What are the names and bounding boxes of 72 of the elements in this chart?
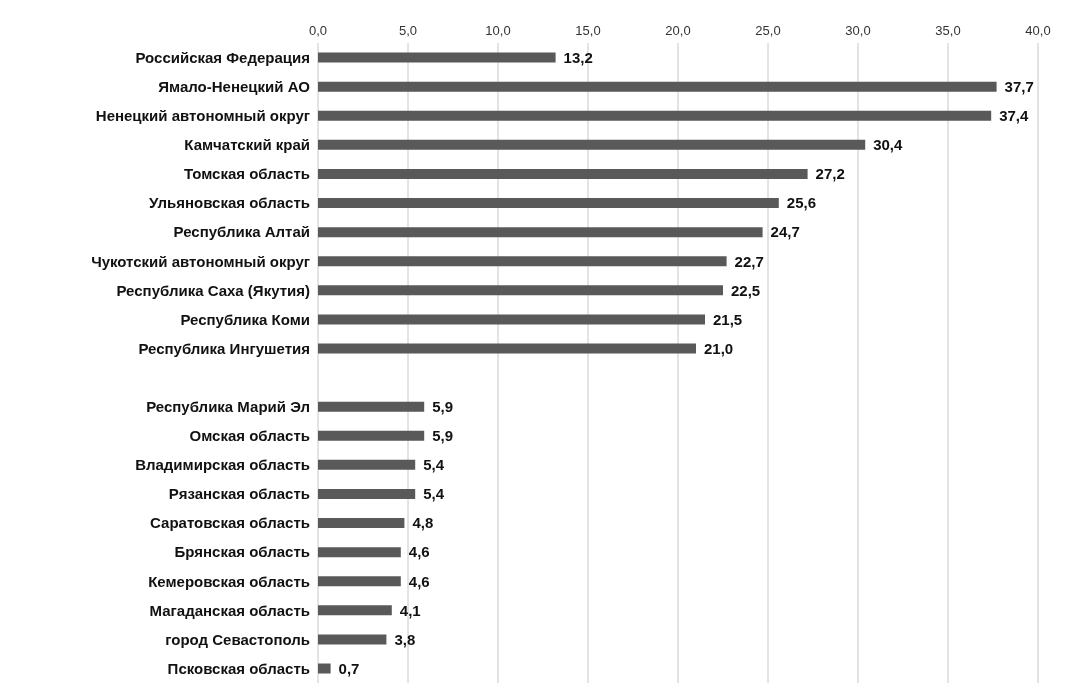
y-tick-label: Ямало-Ненецкий АО (158, 77, 311, 95)
bar (318, 81, 997, 92)
y-tick-label: Республика Алтай (173, 223, 310, 241)
data-label: 21,0 (704, 339, 734, 357)
data-label: 27,2 (815, 165, 845, 183)
bar (318, 663, 331, 674)
y-tick-label: Владимирская область (135, 456, 310, 474)
y-tick-label: Республика Коми (180, 310, 310, 328)
bar (318, 518, 405, 529)
data-label: 13,2 (563, 48, 593, 66)
x-tick-label: 15,0 (575, 23, 601, 38)
data-label: 37,4 (999, 107, 1030, 125)
data-label: 5,9 (432, 398, 454, 416)
data-label: 5,9 (432, 427, 454, 445)
y-tick-label: Омская область (189, 427, 310, 445)
bar (318, 430, 425, 441)
bar (318, 285, 723, 296)
bar (318, 110, 992, 121)
y-tick-label: Саратовская область (150, 514, 310, 532)
data-label: 4,6 (408, 543, 430, 561)
x-tick-label: 0,0 (308, 23, 328, 38)
y-tick-label: Томская область (183, 165, 310, 183)
bar (318, 227, 763, 238)
data-label: 37,7 (1004, 78, 1034, 96)
data-label: 21,5 (713, 310, 743, 328)
bar (318, 168, 808, 179)
x-tick-label: 40,0 (1025, 23, 1051, 38)
data-label: 5,4 (423, 456, 445, 474)
bar (318, 139, 866, 150)
x-tick-label: 5,0 (398, 23, 418, 38)
data-label: 4,1 (399, 601, 421, 619)
data-label: 0,7 (338, 659, 360, 677)
bar (318, 488, 416, 499)
data-label: 5,4 (423, 485, 445, 503)
data-label: 22,7 (734, 252, 764, 270)
bar (318, 256, 727, 267)
y-tick-label: Камчатский край (184, 136, 310, 154)
y-tick-label: Ульяновская область (149, 194, 310, 212)
bar (318, 198, 779, 209)
y-tick-label: Ненецкий автономный округ (95, 107, 310, 125)
x-tick-label: 20,0 (665, 23, 691, 38)
y-tick-label: Республика Ингушетия (138, 339, 310, 357)
y-tick-label: Рязанская область (168, 485, 310, 503)
bar (318, 52, 556, 63)
data-label: 24,7 (770, 223, 800, 241)
y-tick-label: Кемеровская область (148, 572, 310, 590)
bar (318, 314, 705, 325)
y-tick-label: Чукотский автономный округ (91, 252, 310, 270)
data-label: 4,6 (408, 572, 430, 590)
data-label: 3,8 (394, 630, 416, 648)
bar (318, 459, 416, 470)
y-tick-label: Республика Саха (Якутия) (116, 281, 310, 299)
data-label: 4,8 (412, 514, 434, 532)
y-tick-label: Магаданская область (149, 601, 310, 619)
data-label: 22,5 (731, 281, 761, 299)
bar (318, 343, 696, 354)
y-tick-label: Республика Марий Эл (146, 397, 310, 415)
y-tick-label: Брянская область (174, 543, 310, 561)
bar (318, 634, 387, 645)
data-label: 30,4 (873, 136, 904, 154)
bar (318, 547, 401, 558)
x-tick-label: 30,0 (845, 23, 871, 38)
x-tick-label: 25,0 (755, 23, 781, 38)
bar (318, 401, 425, 412)
bar (318, 576, 401, 587)
y-tick-label: Российская Федерация (135, 48, 310, 66)
bar (318, 605, 392, 616)
y-tick-label: город Севастополь (165, 630, 310, 648)
x-tick-label: 35,0 (935, 23, 961, 38)
x-tick-label: 10,0 (485, 23, 511, 38)
y-tick-label: Псковская область (167, 659, 310, 677)
data-label: 25,6 (786, 194, 816, 212)
